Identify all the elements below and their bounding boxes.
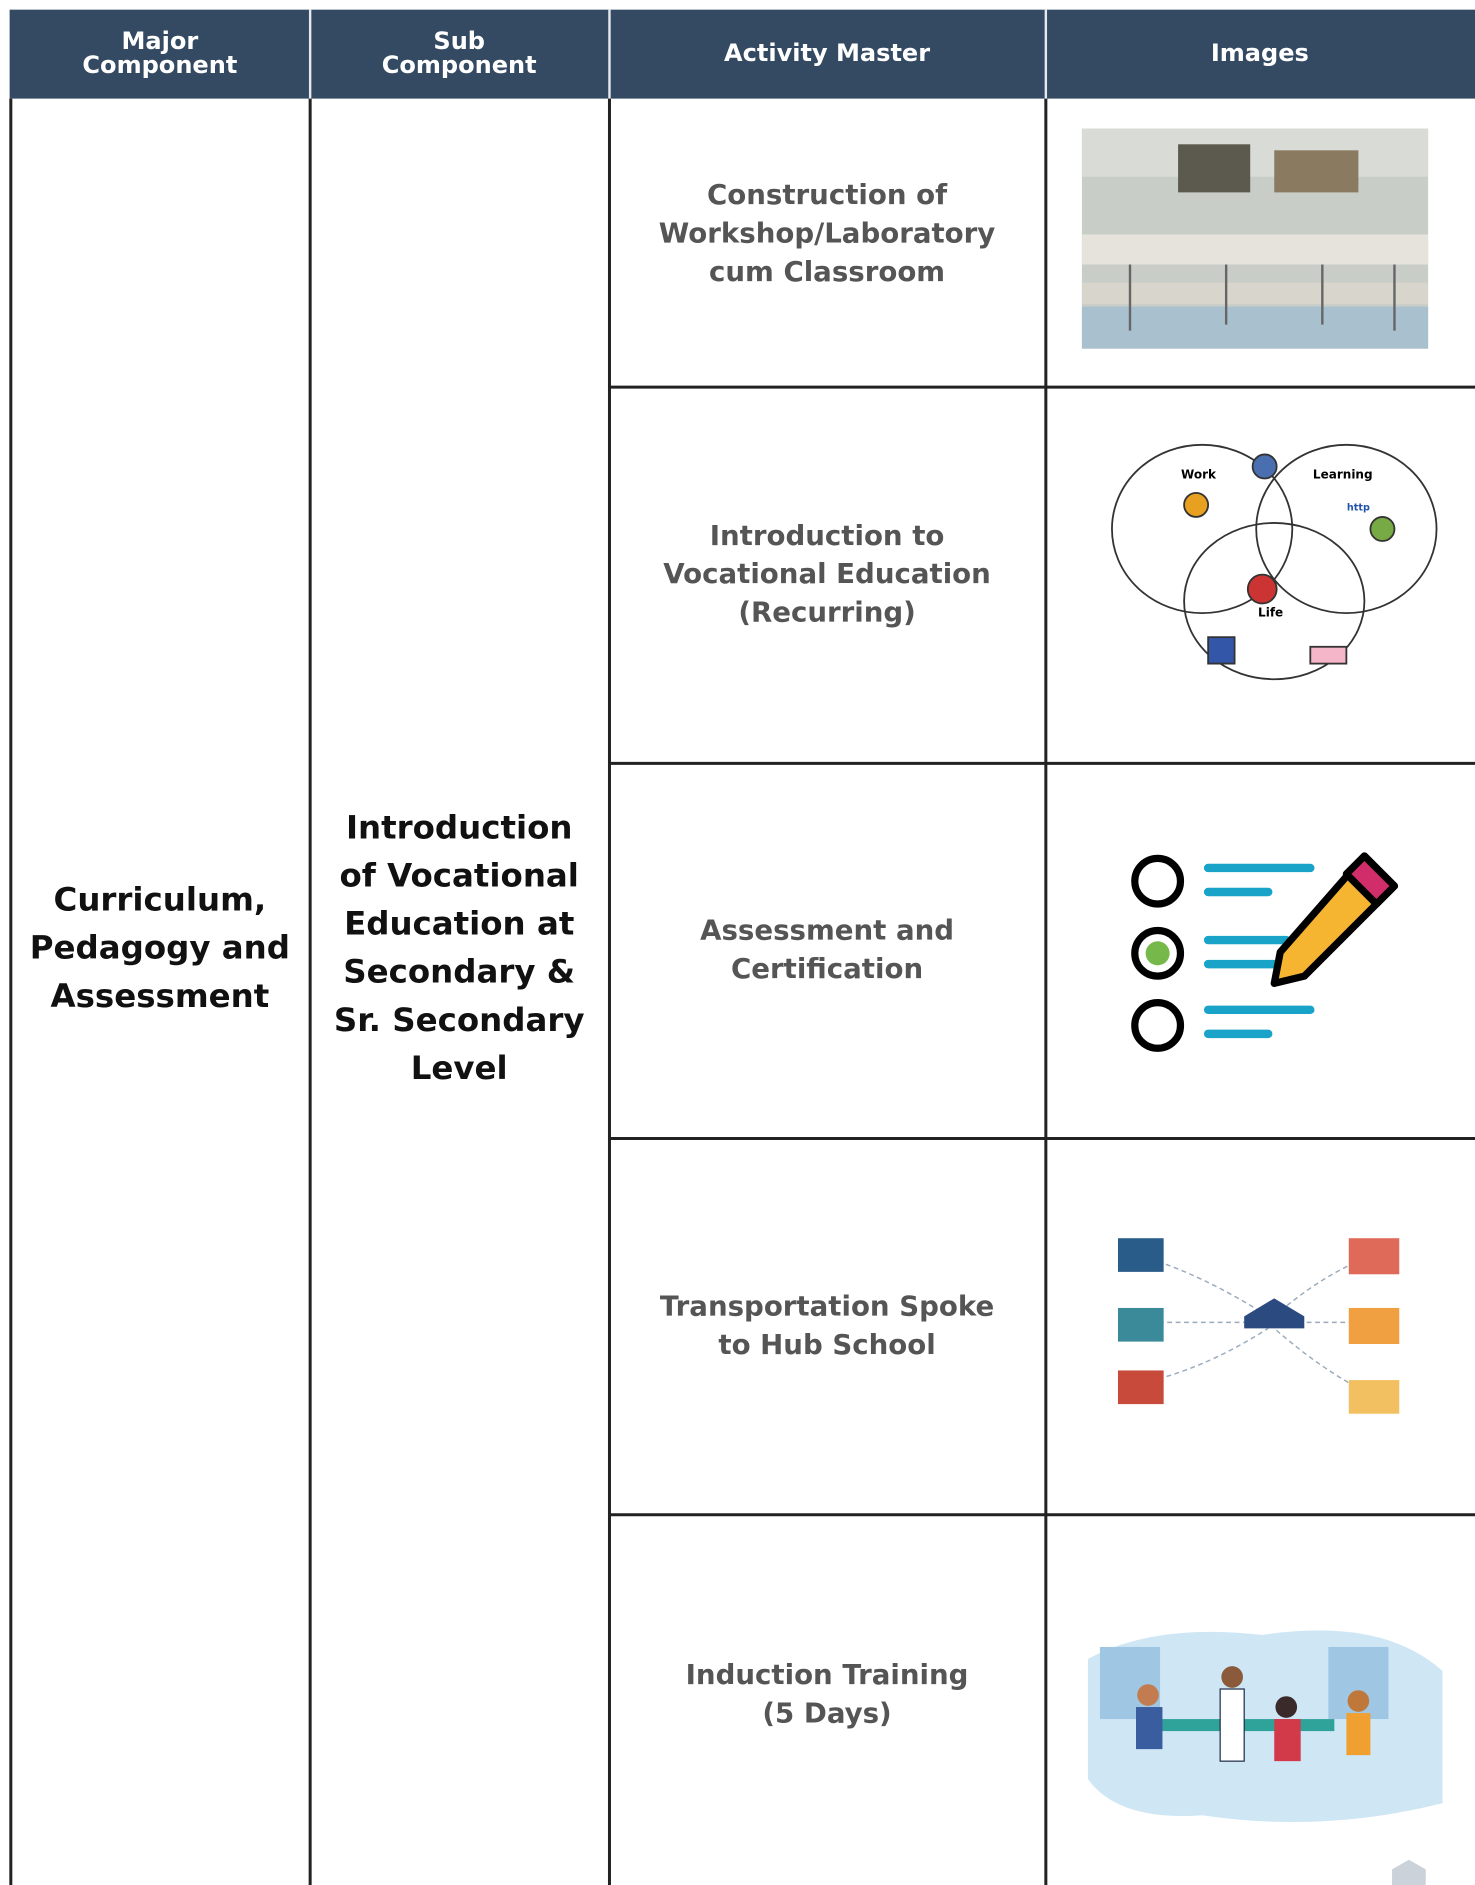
sub-component: Sr. Secondary [334, 1001, 585, 1039]
sub-component: Secondary & [343, 953, 575, 991]
hub-spoke [1117, 1238, 1400, 1414]
activity: Assessment and [700, 914, 954, 947]
header-cell: Activity Master [724, 39, 930, 67]
activity: to Hub School [718, 1328, 935, 1361]
activity: Induction Training [686, 1658, 969, 1691]
sub-component: of Vocational [339, 857, 578, 895]
venn-label: Life [1258, 606, 1283, 620]
venn-label: Work [1181, 467, 1217, 481]
header-dividers [308, 9, 1048, 99]
activity: cum Classroom [709, 255, 945, 288]
classroom-photo [1081, 128, 1429, 349]
major-component: Pedagogy and [30, 929, 290, 967]
header-cell: Major [122, 27, 199, 55]
header-cell: Component [382, 51, 537, 79]
activity: Certification [731, 952, 923, 985]
activity: Construction of [707, 178, 948, 211]
corner-logo [1392, 1859, 1426, 1885]
major-component: Assessment [51, 977, 270, 1015]
activity: (Recurring) [738, 596, 915, 629]
activity: Transportation Spoke [660, 1289, 994, 1322]
header-cell: Sub [433, 27, 485, 55]
checklist-icon [1131, 852, 1399, 1052]
sub-component: Education at [344, 905, 574, 943]
venn-label: http [1347, 502, 1370, 513]
activity: (5 Days) [762, 1696, 891, 1729]
activity: Introduction to [710, 519, 945, 552]
sub-component: Level [411, 1049, 508, 1087]
activity: Workshop/Laboratory [659, 216, 996, 249]
activity: Vocational Education [663, 557, 991, 590]
header-cell: Component [82, 51, 237, 79]
header-bar [9, 9, 1475, 99]
header-cell: Images [1211, 39, 1309, 67]
venn-label: Learning [1313, 467, 1373, 481]
grid [9, 98, 1475, 1885]
major-component: Curriculum, [54, 881, 267, 919]
venn-diagram [1111, 443, 1438, 681]
meeting-illustration [1087, 1630, 1443, 1823]
sub-component: Introduction [346, 809, 573, 847]
